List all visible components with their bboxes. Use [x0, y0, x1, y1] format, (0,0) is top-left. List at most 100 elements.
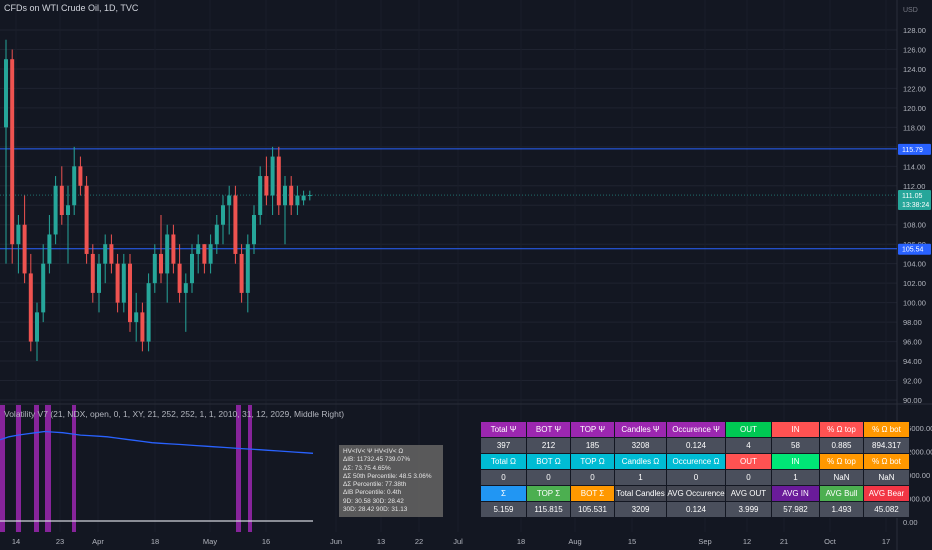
candle-body [59, 185, 64, 215]
stats-cell: Total Ψ [481, 422, 526, 437]
time-tick-label: 23 [56, 537, 64, 546]
stats-cell: AVG Bull [820, 486, 863, 501]
price-tick-label: 124.00 [903, 65, 926, 74]
time-tick-label: 14 [12, 537, 20, 546]
stats-cell: 0 [667, 470, 725, 485]
stats-cell: 57.982 [772, 502, 819, 517]
time-tick-label: 16 [262, 537, 270, 546]
symbol-title: CFDs on WTI Crude Oil, 1D, TVC [4, 3, 139, 13]
candle-body [115, 263, 120, 303]
stats-cell: 0 [527, 470, 570, 485]
time-tick-label: Aug [568, 537, 581, 546]
upper-level-badge-text: 115.79 [902, 147, 923, 154]
time-tick-label: 18 [517, 537, 525, 546]
candle-body [66, 205, 70, 215]
price-badges: 115.79 111.05 13:38:24 105.54 [898, 143, 931, 255]
time-tick-label: Sep [698, 537, 711, 546]
lower-level-badge [898, 243, 931, 255]
psi-value-row: 397 212 185 3208 0.124 4 58 0.885 894.31… [481, 438, 909, 453]
candle-body [252, 215, 256, 245]
highlight-bar [34, 405, 39, 532]
stats-cell: AVG Occurence [667, 486, 725, 501]
stats-cell: BOT Ω [527, 454, 570, 469]
candle-body [270, 156, 275, 196]
candles [4, 39, 312, 362]
candle-body [103, 244, 108, 264]
stats-cell: 3209 [615, 502, 666, 517]
stats-cell: 1.493 [820, 502, 863, 517]
psi-header-row: Total Ψ BOT Ψ TOP Ψ Candles Ψ Occurence … [481, 422, 909, 437]
time-tick-label: 22 [415, 537, 423, 546]
omega-header-row: Total Ω BOT Ω TOP Ω Candles Ω Occurence … [481, 454, 909, 469]
stats-cell: 1 [615, 470, 666, 485]
candle-body [214, 224, 219, 245]
info-line: ΔIB Percentile: 0.4th [343, 489, 402, 497]
time-tick-label: 21 [780, 537, 788, 546]
time-tick-label: Oct [824, 537, 837, 546]
highlight-bar [16, 405, 21, 532]
stats-cell: Candles Ψ [615, 422, 666, 437]
info-line: ΔΣ: 73.75 4.65% [343, 464, 391, 472]
stats-cell: 105.531 [571, 502, 614, 517]
price-tick-label: 126.00 [903, 45, 926, 54]
info-line: ΔΣ 50th Percentile: 48.5 3.06% [343, 472, 432, 480]
stats-cell: Total Ω [481, 454, 526, 469]
stats-cell: % Ω top [820, 454, 863, 469]
indicator-tick-label: 8000.00 [903, 471, 930, 480]
stats-cell: 115.815 [527, 502, 570, 517]
time-tick-label: 17 [882, 537, 890, 546]
price-tick-label: 122.00 [903, 84, 926, 93]
candle-body [283, 185, 287, 206]
candle-body [177, 263, 182, 293]
candle-body [196, 244, 201, 254]
time-tick-label: Apr [92, 537, 104, 546]
stats-table: Total Ψ BOT Ψ TOP Ψ Candles Ψ Occurence … [480, 421, 910, 518]
price-tick-label: 92.00 [903, 377, 922, 386]
stats-cell: 45.082 [864, 502, 909, 517]
stats-cell: 212 [527, 438, 570, 453]
candle-body [264, 176, 269, 196]
stats-cell: % Ω bot [864, 454, 909, 469]
price-tick-label: 96.00 [903, 338, 922, 347]
highlight-bar [248, 405, 252, 532]
indicator-label[interactable]: Volatility V7 (21, NDX, open, 0, 1, XY, … [4, 409, 345, 419]
upper-level-badge [898, 143, 931, 155]
time-tick-label: Jun [330, 537, 342, 546]
current-price-badge [898, 190, 931, 211]
price-tick-label: 98.00 [903, 318, 922, 327]
omega-value-row: 0 0 0 1 0 0 1 NaN NaN [481, 470, 909, 485]
time-tick-label: 12 [743, 537, 751, 546]
candle-body [202, 244, 207, 264]
candle-body [16, 224, 21, 245]
stats-cell: TOP Ω [571, 454, 614, 469]
current-price-badge-text: 111.05 [902, 193, 922, 200]
candle-body [208, 244, 213, 264]
time-tick-label: 18 [151, 537, 159, 546]
stats-cell: IN [772, 422, 819, 437]
info-line: ΔΣ Percentile: 77.38th [343, 481, 407, 489]
candle-body [289, 185, 294, 206]
stats-cell: Total Candles [615, 486, 666, 501]
candle-body [165, 234, 170, 274]
candle-body [301, 195, 306, 201]
candle-body [239, 253, 244, 293]
price-tick-label: 90.00 [903, 396, 922, 405]
sigma-value-row: 5.159 115.815 105.531 3209 0.124 3.999 5… [481, 502, 909, 517]
stats-cell: 0.124 [667, 438, 725, 453]
candle-body [4, 59, 8, 128]
candle-body [97, 263, 101, 293]
candle-body [140, 312, 145, 342]
lower-level-badge-text: 105.54 [902, 247, 924, 254]
stats-cell: OUT [726, 454, 771, 469]
stats-cell: AVG OUT [726, 486, 771, 501]
candle-body [47, 234, 52, 264]
stats-cell: 0 [726, 470, 771, 485]
candle-body [152, 253, 157, 284]
candle-body [28, 273, 33, 342]
stats-cell: 5.159 [481, 502, 526, 517]
price-tick-label: 94.00 [903, 357, 922, 366]
highlight-bar [236, 405, 241, 532]
info-line: HV<IV< Ψ HV<IV< Ω [343, 448, 404, 455]
stats-cell: % Ω top [820, 422, 863, 437]
